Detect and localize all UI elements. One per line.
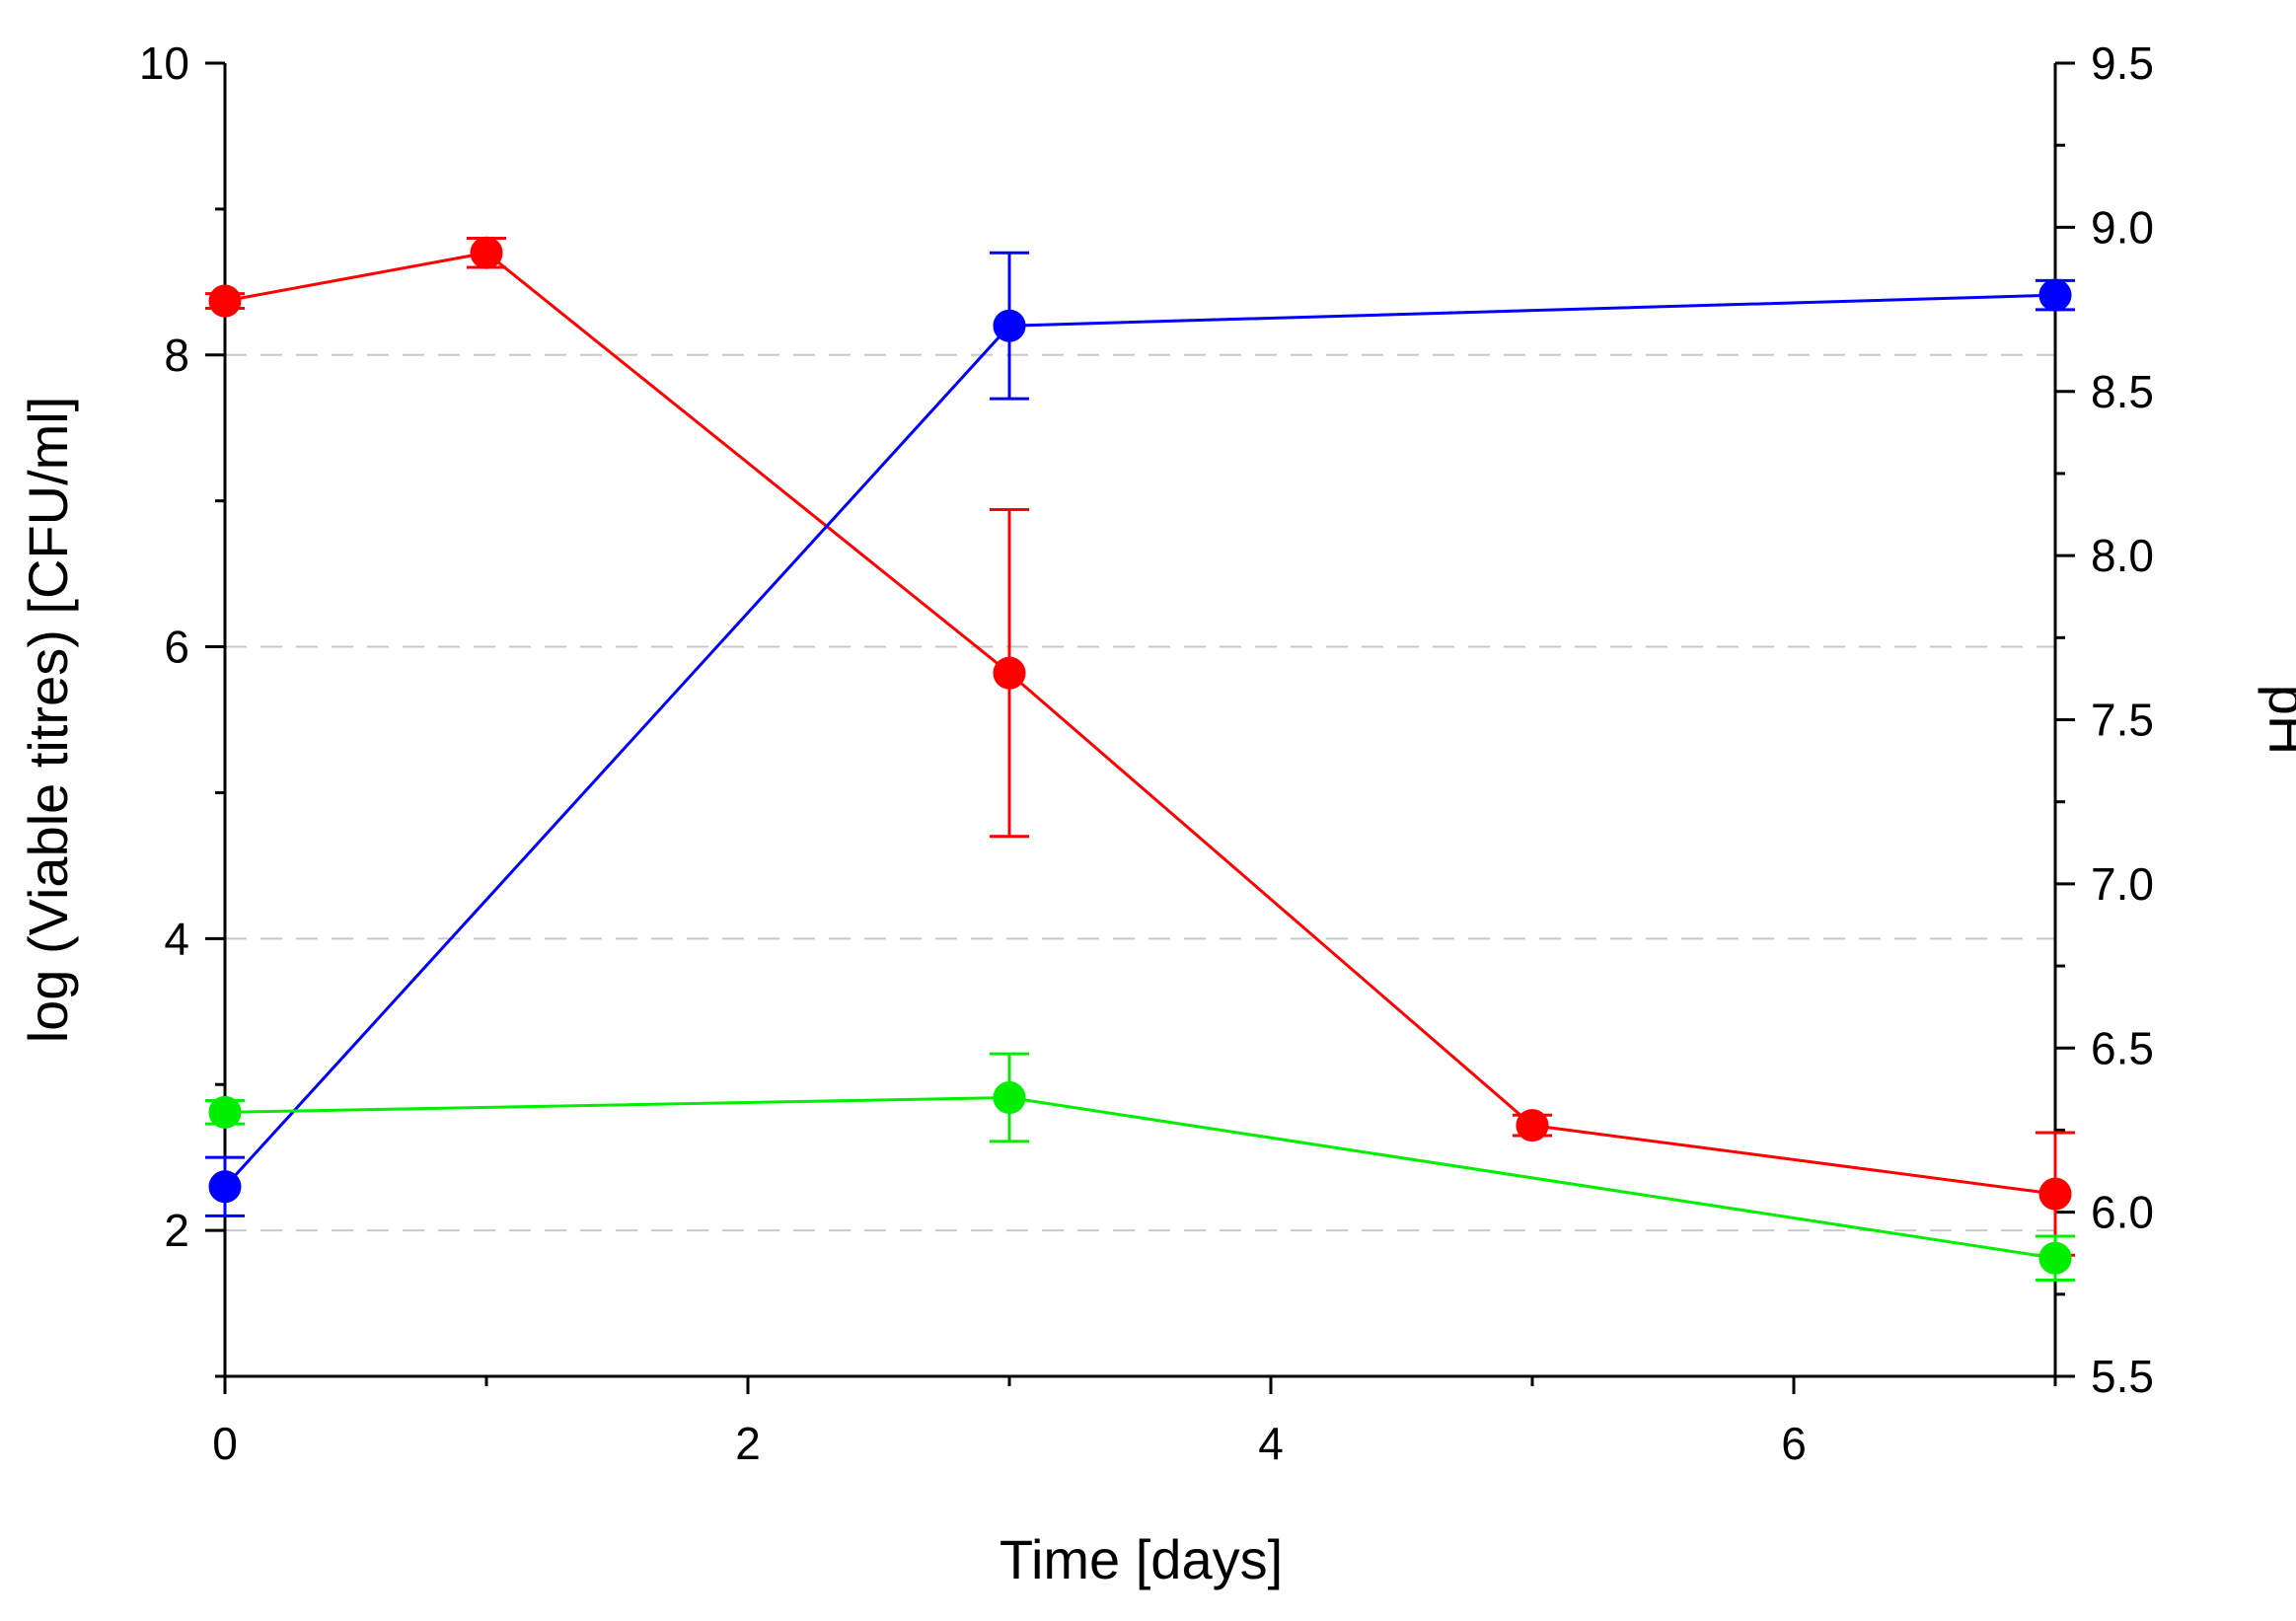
x-tick-label: 0 — [212, 1418, 238, 1469]
y2-tick-label: 9.5 — [2091, 37, 2154, 89]
data-point — [2038, 1241, 2072, 1275]
series-line — [223, 293, 2056, 1188]
y-tick-label: 8 — [164, 330, 189, 381]
x-axis-title: Time [days] — [1000, 1528, 1283, 1590]
series-group — [205, 236, 2075, 1282]
y-tick-label: 6 — [164, 622, 189, 673]
data-point — [208, 1095, 242, 1129]
y2-tick-label: 7.5 — [2091, 695, 2154, 746]
series-line — [224, 251, 2056, 1196]
data-point — [2038, 278, 2072, 312]
series-blue-series — [205, 251, 2075, 1217]
data-point — [470, 236, 503, 269]
y2-tick-label: 7.0 — [2091, 858, 2154, 910]
y2-tick-label: 6.5 — [2091, 1022, 2154, 1073]
y2-tick-label: 9.0 — [2091, 201, 2154, 253]
data-point — [993, 309, 1026, 342]
y-tick-label: 2 — [164, 1205, 189, 1256]
y2-tick-label: 6.0 — [2091, 1187, 2154, 1238]
y-tick-label: 4 — [164, 913, 189, 964]
data-point — [1516, 1109, 1549, 1142]
y2-tick-label: 8.0 — [2091, 530, 2154, 581]
data-point — [208, 1170, 242, 1204]
axes: 0 2 4 6 2 4 6 8 10 5.5 6.0 6.5 7.0 7.5 8.0 8.5 9.0 9.5 — [139, 37, 2154, 1469]
y2-axis-title: pH — [2258, 685, 2296, 756]
gridlines — [225, 353, 2055, 1232]
series-red-series — [205, 236, 2075, 1257]
y2-tick-label: 5.5 — [2091, 1351, 2154, 1402]
data-point — [2038, 1177, 2072, 1211]
series-green-series — [205, 1052, 2075, 1282]
data-point — [993, 656, 1026, 690]
x-tick-label: 4 — [1258, 1418, 1284, 1469]
y-tick-label: 10 — [139, 37, 189, 89]
y-axis-title: log (Viable titres) [CFU/ml] — [17, 397, 79, 1044]
series-line — [224, 1096, 2056, 1260]
x-tick-label: 2 — [735, 1418, 761, 1469]
data-point — [208, 284, 242, 318]
x-tick-label: 6 — [1781, 1418, 1807, 1469]
data-point — [993, 1081, 1026, 1115]
y2-tick-label: 8.5 — [2091, 366, 2154, 417]
